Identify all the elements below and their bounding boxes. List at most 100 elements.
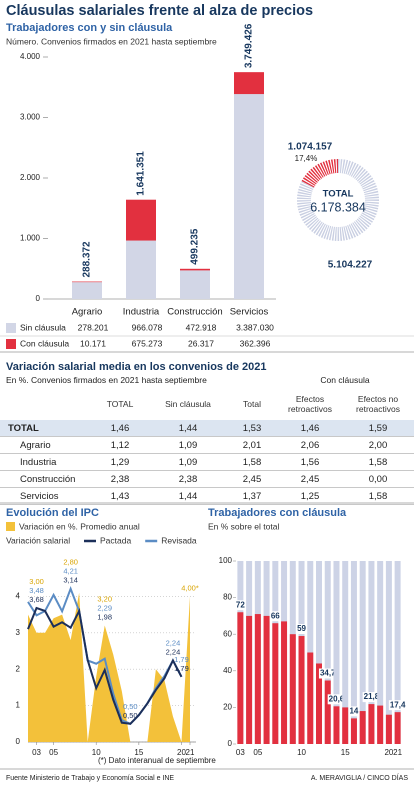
row-label: Agrario: [20, 439, 51, 451]
y-tick-label: 40: [223, 666, 232, 675]
value-label: 278.201: [78, 322, 109, 332]
table-cell: 1,58: [368, 490, 388, 502]
x-tick-label: 03: [236, 748, 245, 757]
table-cell: 1,46: [300, 422, 320, 434]
table-title: Variación salarial media en los convenio…: [6, 361, 267, 373]
table-cell: 2,45: [300, 473, 320, 485]
group-header: Con cláusula: [320, 375, 370, 385]
y-tick-label: 0: [36, 294, 41, 303]
line: [27, 585, 183, 725]
value-label: 3.387.030: [236, 322, 274, 332]
y-tick-label: 2: [16, 664, 21, 673]
y-tick-label: 20: [223, 703, 232, 712]
table-row: [0, 420, 414, 437]
table-cell: 2,01: [242, 439, 262, 451]
bar: [237, 612, 244, 744]
table-cell: 1,09: [178, 439, 198, 451]
value-label: 3,14: [63, 576, 78, 585]
chart-subtitle: En % sobre el total: [208, 521, 279, 531]
table-cell: 2,00: [368, 439, 388, 451]
bar: [385, 714, 392, 744]
source: Fuente Ministerio de Trabajo y Economía …: [6, 775, 174, 782]
bar-segment: [126, 240, 156, 299]
table-cell: 1,25: [300, 490, 320, 502]
chart-subtitle: Número. Convenios firmados en 2021 hasta…: [6, 36, 217, 46]
bar: [359, 711, 366, 744]
table-cell: 2,06: [300, 439, 320, 451]
bar: [298, 636, 305, 744]
bar-segment: [180, 270, 210, 299]
y-tick-label: 80: [223, 593, 232, 602]
column-header: TOTAL: [106, 399, 134, 409]
value-label: 34,7: [320, 669, 336, 678]
area: [28, 592, 190, 742]
table-row: [0, 488, 414, 505]
value-label: 1,79: [174, 655, 189, 664]
value-label: 2,24: [166, 638, 181, 647]
bar: [307, 652, 314, 744]
value-label: 362.396: [240, 338, 271, 348]
table-cell: 1,56: [300, 456, 320, 468]
chart-title: Evolución del IPC: [6, 507, 99, 519]
bar: [281, 621, 288, 744]
y-tick-label: 4: [16, 592, 21, 601]
value-label: 2,80: [63, 558, 78, 567]
value-label: 0,50: [123, 711, 138, 720]
table-cell: 1,59: [368, 422, 388, 434]
value-label: 2,29: [97, 604, 112, 613]
table-subtitle: En %. Convenios firmados en 2021 hasta s…: [6, 375, 207, 385]
x-tick-label: Servicios: [230, 307, 269, 318]
y-tick-label: 60: [223, 629, 232, 638]
total-label: 3.749.426: [244, 23, 255, 68]
value-label: 20,6: [329, 694, 345, 703]
chart-note: (*) Dato interanual de septiembre: [98, 756, 216, 765]
table-cell: 1,12: [110, 439, 130, 451]
legend-group-label: Variación salarial: [6, 535, 70, 545]
table-cell: 1,09: [178, 456, 198, 468]
value-label: 3,00: [29, 577, 44, 586]
bar-background: [359, 561, 366, 744]
bar: [316, 663, 322, 744]
y-tick-label: 1: [16, 701, 21, 710]
y-tick-label: 0: [16, 737, 21, 746]
x-tick-label: 10: [297, 748, 306, 757]
bar: [272, 623, 279, 744]
value-label: 1,79: [174, 664, 189, 673]
legend-swatch: [6, 323, 16, 333]
value-label: 2,24: [166, 647, 181, 656]
table-cell: 1,29: [110, 456, 130, 468]
total-label: 1.641.351: [136, 151, 147, 196]
table-row: [0, 437, 414, 454]
legend-label: Variación en %. Promedio anual: [19, 521, 140, 531]
value-label: 966.078: [132, 322, 163, 332]
table-cell: 1,58: [242, 456, 262, 468]
table-cell: 2,45: [242, 473, 262, 485]
table-cell: 1,53: [242, 422, 262, 434]
column-header: Efectos no retroactivos: [356, 394, 400, 414]
legend-swatch: [6, 522, 15, 531]
bar: [246, 615, 253, 744]
y-tick-label: 4.000: [20, 52, 41, 61]
table-cell: 1,58: [368, 456, 388, 468]
row-label: Industria: [20, 456, 57, 468]
bar: [350, 718, 357, 744]
value-label: 26.317: [188, 338, 214, 348]
value-label: 5.104.227: [328, 260, 373, 271]
x-tick-label: 21: [186, 748, 195, 757]
y-tick-label: 1.000: [20, 234, 41, 243]
y-tick-label: 3: [16, 628, 21, 637]
bar-background: [342, 561, 349, 744]
bar-background: [377, 561, 384, 744]
bar-background: [385, 561, 392, 744]
table-cell: 0,00: [368, 473, 388, 485]
bar-segment: [72, 282, 102, 299]
label-background: [327, 694, 346, 705]
value-label: 72: [236, 600, 245, 609]
bar-segment: [234, 94, 264, 299]
column-header: Total: [243, 399, 261, 409]
bar: [394, 712, 401, 744]
label-background: [362, 692, 381, 703]
value-label: 0,50: [123, 702, 138, 711]
